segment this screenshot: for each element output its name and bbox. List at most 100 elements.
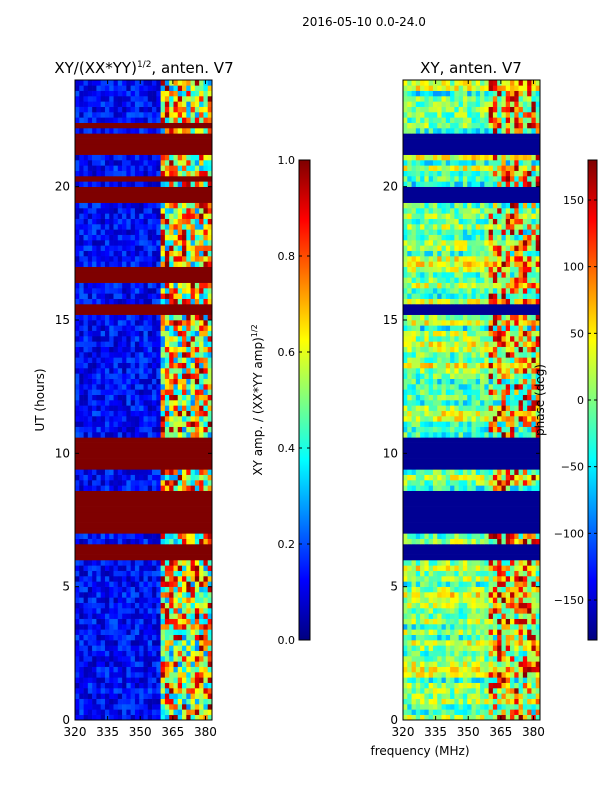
heatmap-cell: [492, 597, 498, 603]
heatmap-cell: [169, 661, 174, 667]
heatmap-cell: [518, 650, 524, 657]
heatmap-cell: [109, 298, 114, 305]
heatmap-cell: [96, 704, 101, 710]
heatmap-cell: [130, 560, 136, 566]
heatmap-cell: [450, 672, 455, 678]
heatmap-cell: [130, 666, 136, 673]
heatmap-cell: [147, 704, 153, 710]
heatmap-cell: [173, 256, 179, 262]
heatmap-cell: [104, 693, 110, 699]
heatmap-cell: [139, 570, 144, 577]
heatmap-cell: [156, 368, 161, 374]
heatmap-cell: [480, 362, 485, 369]
heatmap-cell: [531, 469, 537, 475]
heatmap-cell: [117, 426, 123, 433]
heatmap-cell: [177, 373, 183, 379]
heatmap-cell: [130, 432, 136, 438]
heatmap-cell: [126, 480, 131, 486]
heatmap-cell: [87, 538, 93, 545]
heatmap-cell: [522, 362, 528, 369]
heatmap-cell: [122, 389, 127, 395]
heatmap-cell: [182, 154, 187, 161]
heatmap-cell: [518, 336, 524, 342]
heatmap-cell: [467, 282, 472, 289]
heatmap-cell: [113, 682, 119, 689]
heatmap-cell: [467, 368, 472, 374]
heatmap-cell: [450, 682, 455, 689]
heatmap-cell: [96, 224, 101, 230]
heatmap-cell: [480, 560, 485, 566]
heatmap-cell: [522, 618, 528, 625]
heatmap-cell: [134, 314, 140, 321]
heatmap-cell: [109, 250, 114, 257]
heatmap-cell: [96, 336, 101, 342]
heatmap-cell: [143, 698, 149, 705]
heatmap-cell: [458, 698, 464, 705]
heatmap-cell: [79, 608, 84, 614]
heatmap-cell: [501, 602, 507, 609]
heatmap-cell: [203, 421, 209, 427]
heatmap-cell: [156, 661, 161, 667]
heatmap-cell: [437, 293, 442, 299]
heatmap-cell: [147, 202, 153, 209]
heatmap-cell: [467, 570, 472, 577]
heatmap-cell: [156, 485, 161, 491]
heatmap-cell: [527, 357, 532, 363]
heatmap-cell: [100, 202, 106, 209]
heatmap-cell: [100, 565, 106, 571]
heatmap-cell: [169, 117, 174, 123]
heatmap-cell: [420, 325, 425, 331]
heatmap-cell: [458, 570, 464, 577]
heatmap-cell: [403, 405, 408, 411]
heatmap-cell: [411, 688, 417, 694]
heatmap-cell: [450, 629, 455, 635]
heatmap-cell: [432, 704, 438, 710]
heatmap-cell: [194, 208, 200, 214]
heatmap-cell: [462, 650, 468, 657]
heatmap-cell: [403, 474, 408, 481]
heatmap-cell: [134, 101, 140, 107]
heatmap-cell: [160, 693, 166, 699]
heatmap-cell: [182, 165, 187, 171]
heatmap-cell: [424, 485, 429, 491]
heatmap-cell: [497, 469, 502, 475]
heatmap-cell: [186, 218, 191, 225]
heatmap-cell: [458, 688, 464, 694]
heatmap-cell: [415, 384, 421, 390]
heatmap-cell: [87, 560, 93, 566]
heatmap-cell: [186, 245, 191, 251]
heatmap-cell: [96, 576, 101, 582]
heatmap-cell: [199, 538, 204, 545]
heatmap-cell: [75, 533, 80, 539]
heatmap-cell: [445, 693, 451, 699]
heatmap-cell: [441, 293, 447, 299]
heatmap-cell: [514, 560, 519, 566]
heatmap-cell: [126, 714, 131, 721]
heatmap-cell: [139, 208, 144, 214]
heatmap-cell: [424, 565, 429, 571]
heatmap-cell: [411, 389, 417, 395]
heatmap-cell: [96, 234, 101, 241]
heatmap-cell: [156, 293, 161, 299]
heatmap-cell: [75, 261, 80, 267]
heatmap-cell: [177, 650, 183, 657]
heatmap-cell: [471, 432, 477, 438]
heatmap-cell: [454, 597, 459, 603]
heatmap-cell: [182, 485, 187, 491]
heatmap-cell: [510, 560, 515, 566]
heatmap-cell: [510, 368, 515, 374]
heatmap-cell: [83, 480, 89, 486]
heatmap-cell: [207, 234, 213, 241]
heatmap-cell: [152, 101, 157, 107]
heatmap-cell: [450, 666, 455, 673]
heatmap-cell: [156, 592, 161, 598]
heatmap-cell: [424, 469, 429, 475]
heatmap-cell: [117, 325, 123, 331]
heatmap-cell: [522, 416, 528, 422]
heatmap-cell: [164, 629, 170, 635]
heatmap-cell: [488, 581, 494, 587]
heatmap-cell: [87, 368, 93, 374]
heatmap-cell: [92, 650, 97, 657]
heatmap-cell: [173, 480, 179, 486]
heatmap-cell: [152, 485, 157, 491]
